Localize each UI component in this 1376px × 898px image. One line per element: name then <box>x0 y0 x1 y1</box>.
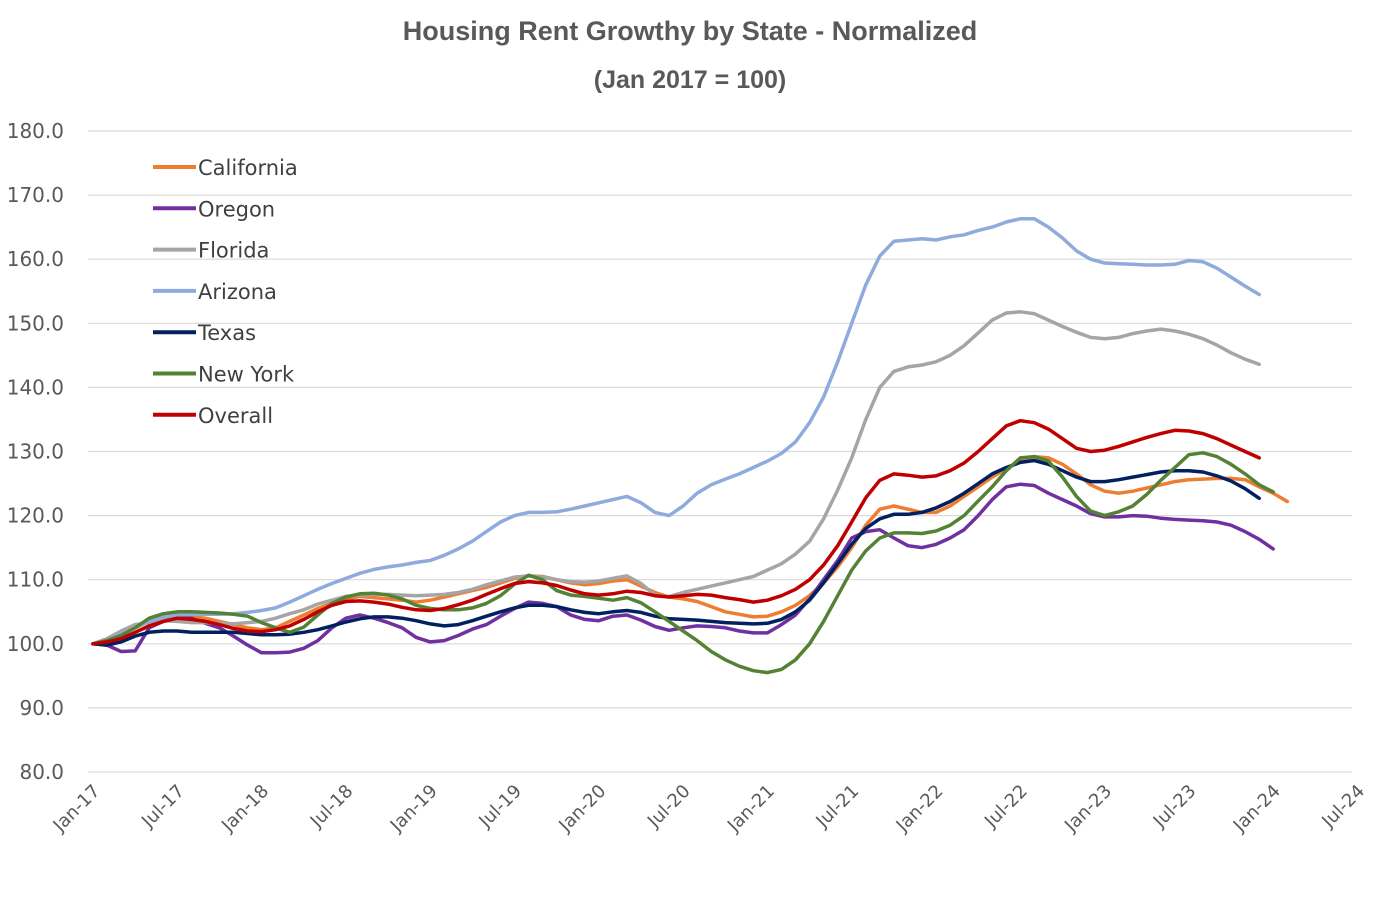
x-tick-label: Jul-24 <box>1317 781 1369 833</box>
series-line-overall <box>91 418 1261 646</box>
chart-title: Housing Rent Growthy by State - Normaliz… <box>403 16 978 46</box>
x-tick-label: Jan-23 <box>1060 781 1116 837</box>
x-tick-label: Jul-22 <box>980 781 1032 833</box>
series-line-arizona <box>91 217 1261 646</box>
legend-label-florida: Florida <box>198 239 269 263</box>
series-lines <box>91 217 1290 675</box>
x-tick-label: Jul-23 <box>1149 781 1201 833</box>
x-tick-label: Jan-24 <box>1229 781 1285 837</box>
x-tick-label: Jul-18 <box>306 781 358 833</box>
y-tick-label: 120.0 <box>7 504 64 528</box>
legend-label-california: California <box>198 156 298 180</box>
y-tick-label: 100.0 <box>7 632 64 656</box>
legend-label-texas: Texas <box>197 321 256 345</box>
x-tick-label: Jan-18 <box>217 781 273 837</box>
x-tick-label: Jan-17 <box>49 781 105 837</box>
series-line-california <box>91 454 1290 646</box>
x-tick-label: Jan-20 <box>554 781 610 837</box>
y-tick-label: 80.0 <box>19 760 64 784</box>
x-tick-label: Jul-20 <box>643 781 695 833</box>
series-line-texas <box>91 458 1261 647</box>
y-tick-label: 110.0 <box>7 568 64 592</box>
x-tick-label: Jul-19 <box>474 781 526 833</box>
y-tick-label: 90.0 <box>19 696 64 720</box>
series-line-oregon <box>91 482 1275 655</box>
x-tick-label: Jul-21 <box>812 781 864 833</box>
series-line-florida <box>91 310 1261 646</box>
legend-label-new-york: New York <box>198 363 295 387</box>
y-tick-label: 130.0 <box>7 440 64 464</box>
x-tick-label: Jul-17 <box>137 781 189 833</box>
y-tick-label: 170.0 <box>7 183 64 207</box>
legend-label-arizona: Arizona <box>198 280 277 304</box>
series-line-new-york <box>91 451 1275 675</box>
gridlines <box>88 130 1352 773</box>
legend: California Oregon Florida Arizona Texas New Y… <box>153 156 298 428</box>
x-tick-label: Jan-19 <box>386 781 442 837</box>
y-tick-label: 140.0 <box>7 375 64 399</box>
y-tick-label: 160.0 <box>7 247 64 271</box>
x-tick-label: Jan-21 <box>723 781 779 837</box>
y-tick-label: 180.0 <box>7 119 64 143</box>
chart-subtitle: (Jan 2017 = 100) <box>594 66 787 94</box>
y-tick-label: 150.0 <box>7 311 64 335</box>
x-axis-ticks: Jan-17 Jul-17 Jan-18 Jul-18 Jan-19 Jul-19 Jan-… <box>49 781 1369 837</box>
y-axis-ticks: 80.0 90.0 100.0 110.0 120.0 130.0 140.0 150.0 16… <box>7 119 64 784</box>
x-tick-label: Jan-22 <box>892 781 948 837</box>
legend-label-overall: Overall <box>198 404 273 428</box>
legend-label-oregon: Oregon <box>198 197 275 221</box>
